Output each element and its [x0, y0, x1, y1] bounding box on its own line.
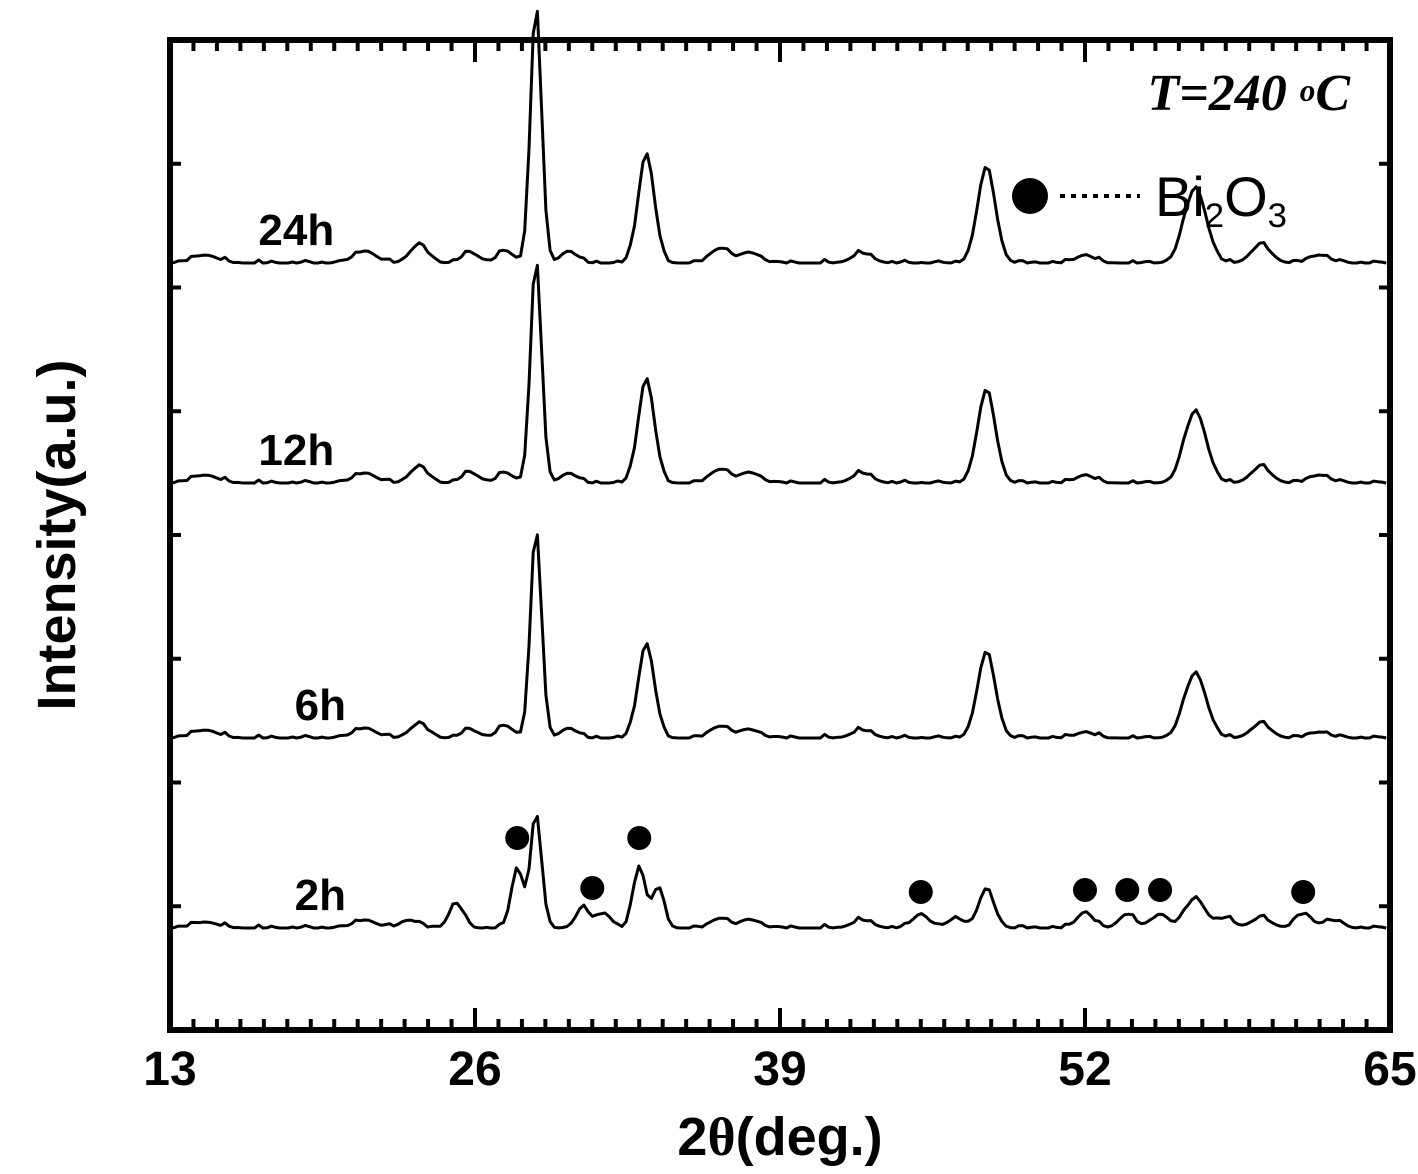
plot-border [170, 40, 1390, 1030]
phase-marker-dot [1073, 878, 1097, 902]
series-12h [170, 265, 1386, 483]
series-label-2h: 2h [295, 871, 346, 920]
x-axis-label: 2θ(deg.) [677, 1107, 882, 1167]
series-2h [170, 817, 1386, 929]
chart-svg: 13 26 39 52 65 2θ(deg.) Intensity(a.u.) 24h 12h 6… [0, 0, 1418, 1174]
phase-marker-dot [580, 876, 604, 900]
xrd-chart: 13 26 39 52 65 2θ(deg.) Intensity(a.u.) 24h 12h 6… [0, 0, 1418, 1174]
series-label-6h: 6h [295, 681, 346, 730]
phase-marker-dot [627, 826, 651, 850]
phase-marker-dot [1148, 878, 1172, 902]
legend-text: Bi2O3 [1155, 165, 1287, 235]
x-tick-label: 39 [753, 1043, 806, 1096]
series-6h [170, 535, 1386, 738]
y-axis-label: Intensity(a.u.) [27, 359, 87, 710]
series-label-12h: 12h [258, 426, 334, 475]
phase-marker-dot [1291, 880, 1315, 904]
phase-marker-dot [1115, 878, 1139, 902]
x-tick-label: 52 [1058, 1043, 1111, 1096]
x-tick-label: 65 [1363, 1043, 1416, 1096]
chart-title: T=240 oC [1147, 65, 1351, 122]
x-tick-label: 13 [143, 1043, 196, 1096]
series-label-24h: 24h [258, 206, 334, 255]
legend-marker [1012, 178, 1048, 214]
phase-marker-dot [505, 826, 529, 850]
phase-marker-dot [909, 880, 933, 904]
x-tick-label: 26 [448, 1043, 501, 1096]
